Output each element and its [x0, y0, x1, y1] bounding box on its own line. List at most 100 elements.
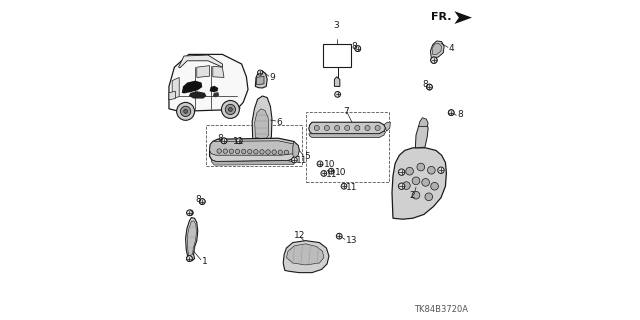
Polygon shape	[384, 122, 390, 131]
Circle shape	[412, 177, 420, 185]
Text: 6: 6	[276, 118, 282, 127]
Text: 11: 11	[233, 137, 244, 146]
Circle shape	[266, 150, 270, 154]
Circle shape	[200, 199, 205, 204]
Circle shape	[188, 210, 193, 216]
Bar	[306, 112, 389, 182]
Circle shape	[417, 163, 425, 171]
Circle shape	[335, 92, 340, 97]
Polygon shape	[257, 76, 264, 85]
Circle shape	[187, 210, 192, 216]
Polygon shape	[392, 148, 447, 219]
Polygon shape	[283, 241, 329, 273]
Circle shape	[284, 150, 289, 155]
Circle shape	[344, 125, 349, 131]
Circle shape	[412, 191, 420, 199]
Circle shape	[403, 182, 410, 189]
Circle shape	[365, 125, 370, 131]
Circle shape	[355, 46, 361, 52]
Circle shape	[375, 125, 380, 131]
Polygon shape	[169, 91, 175, 100]
Text: 8: 8	[217, 134, 223, 143]
Polygon shape	[189, 91, 206, 99]
Circle shape	[221, 138, 227, 144]
Polygon shape	[182, 81, 202, 93]
Polygon shape	[430, 41, 444, 58]
Text: 12: 12	[294, 231, 306, 240]
Polygon shape	[211, 160, 294, 165]
Polygon shape	[334, 77, 340, 86]
Circle shape	[278, 150, 282, 155]
Circle shape	[260, 150, 264, 154]
Circle shape	[321, 171, 327, 176]
Circle shape	[425, 193, 433, 201]
Circle shape	[225, 104, 236, 115]
Polygon shape	[309, 131, 385, 138]
Circle shape	[187, 256, 192, 261]
Text: FR.: FR.	[431, 12, 452, 22]
Polygon shape	[419, 118, 428, 126]
Polygon shape	[210, 138, 300, 162]
Circle shape	[221, 138, 227, 144]
Polygon shape	[169, 54, 248, 111]
Text: 13: 13	[346, 236, 357, 245]
Circle shape	[228, 108, 232, 111]
Text: 11: 11	[346, 183, 357, 192]
Circle shape	[438, 167, 444, 173]
Polygon shape	[172, 77, 179, 99]
Polygon shape	[292, 141, 300, 159]
Circle shape	[431, 182, 438, 190]
Text: 7: 7	[343, 108, 349, 116]
Circle shape	[184, 109, 188, 113]
Polygon shape	[415, 121, 428, 148]
Circle shape	[355, 46, 361, 52]
Text: 11: 11	[296, 156, 307, 165]
Polygon shape	[454, 11, 472, 24]
Circle shape	[427, 84, 433, 90]
Circle shape	[177, 102, 195, 120]
Polygon shape	[212, 92, 219, 97]
Text: 3: 3	[334, 21, 339, 30]
Circle shape	[406, 167, 413, 175]
Polygon shape	[186, 218, 198, 261]
Polygon shape	[197, 66, 210, 77]
Circle shape	[337, 233, 342, 239]
Circle shape	[355, 125, 360, 131]
Circle shape	[431, 57, 437, 63]
Text: 10: 10	[324, 160, 335, 169]
Circle shape	[328, 168, 334, 174]
Polygon shape	[287, 244, 324, 265]
Polygon shape	[255, 71, 268, 88]
Text: 1: 1	[202, 257, 207, 266]
Circle shape	[180, 106, 191, 116]
Polygon shape	[255, 109, 269, 139]
Polygon shape	[432, 43, 442, 54]
Circle shape	[317, 161, 323, 167]
Polygon shape	[252, 96, 272, 142]
Circle shape	[292, 157, 297, 163]
Circle shape	[236, 149, 240, 154]
Text: 2: 2	[409, 191, 415, 200]
Polygon shape	[179, 55, 223, 68]
Polygon shape	[309, 122, 385, 134]
Text: TK84B3720A: TK84B3720A	[414, 305, 468, 314]
Polygon shape	[210, 141, 300, 155]
Circle shape	[237, 138, 243, 144]
Circle shape	[200, 199, 205, 204]
Text: 8: 8	[195, 195, 201, 204]
Circle shape	[341, 183, 347, 189]
Text: 8: 8	[351, 42, 357, 51]
Circle shape	[257, 70, 263, 75]
Text: 4: 4	[449, 44, 454, 53]
Circle shape	[428, 166, 435, 174]
Circle shape	[324, 125, 330, 131]
Text: 9: 9	[269, 73, 275, 82]
Bar	[323, 44, 351, 67]
Circle shape	[314, 125, 319, 131]
Circle shape	[221, 100, 239, 118]
Circle shape	[229, 149, 234, 154]
Bar	[206, 125, 302, 166]
Text: 8: 8	[422, 80, 428, 89]
Circle shape	[241, 149, 246, 154]
Circle shape	[272, 150, 276, 154]
